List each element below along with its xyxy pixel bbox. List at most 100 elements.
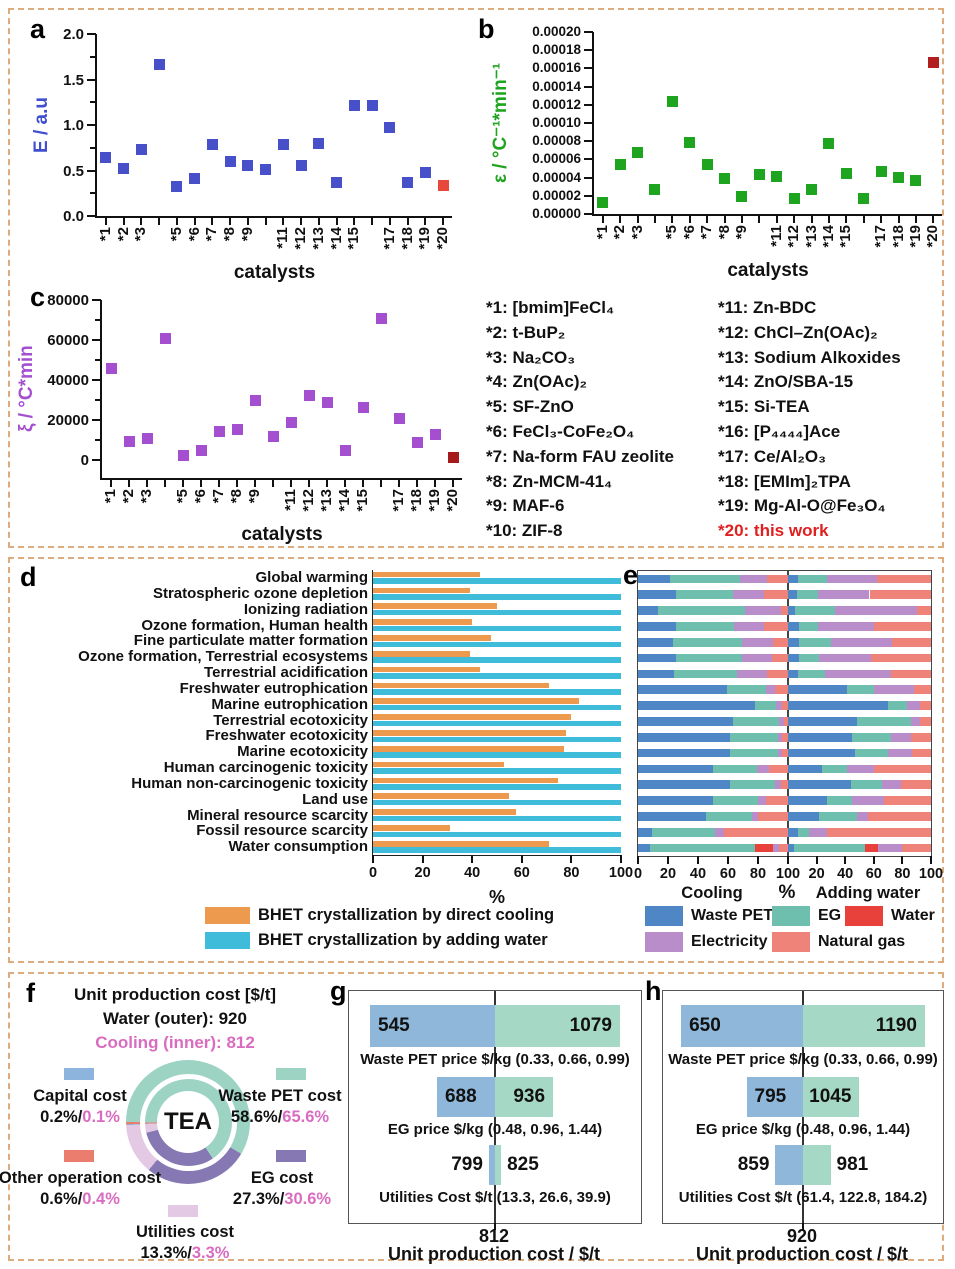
scatter-point bbox=[402, 176, 414, 188]
x-tick-label: 40 bbox=[837, 866, 854, 882]
x-tick bbox=[406, 216, 409, 225]
x-tick-label: *17 bbox=[380, 227, 398, 250]
x-tick-label: *1 bbox=[593, 225, 611, 240]
y-major-tick bbox=[92, 459, 101, 461]
legend-label: Waste PET bbox=[691, 907, 774, 924]
segment-natural-gas-adding-water bbox=[870, 653, 931, 663]
bar-adding-water bbox=[373, 704, 621, 711]
segment-eg-adding-water bbox=[799, 622, 819, 631]
bar-adding-water bbox=[373, 673, 621, 679]
x-tick bbox=[146, 478, 148, 487]
x-tick-label: *2 bbox=[120, 489, 137, 504]
segment-eg-adding-water bbox=[798, 827, 810, 837]
x-tick bbox=[787, 856, 789, 864]
x-tick bbox=[371, 216, 374, 225]
catalyst-entry: *18: [EMIm]₂TPA bbox=[718, 471, 851, 491]
scatter-point bbox=[429, 428, 441, 440]
high-value-label: 1190 bbox=[875, 1015, 917, 1036]
segment-electricity-cooling bbox=[744, 606, 781, 615]
category-label: Marine eutrophication bbox=[211, 695, 368, 713]
tornado-bar-high bbox=[495, 1005, 620, 1047]
segment-waste-pet-cooling bbox=[638, 827, 652, 837]
x-tick bbox=[723, 214, 726, 223]
category-label: Global warming bbox=[255, 569, 368, 586]
segment-eg-adding-water bbox=[819, 812, 857, 821]
segment-eg-adding-water bbox=[793, 843, 866, 853]
x-tick-label: 40 bbox=[689, 866, 707, 882]
scatter-point bbox=[348, 100, 360, 112]
scatter-point bbox=[393, 412, 405, 424]
segment-eg-adding-water bbox=[798, 574, 827, 584]
tea-cooling-cost: Cooling (inner): 812 bbox=[95, 1033, 255, 1052]
x-tick bbox=[619, 214, 622, 223]
scatter-point bbox=[339, 444, 351, 456]
segment-natural-gas-cooling bbox=[782, 748, 788, 758]
x-tick-label: *9 bbox=[246, 489, 263, 504]
x-tick-label: *12 bbox=[300, 489, 317, 512]
low-value-label: 859 bbox=[737, 1154, 770, 1175]
segment-natural-gas-adding-water bbox=[873, 622, 931, 631]
category-label: Human non-carcinogenic toxicity bbox=[131, 774, 368, 792]
x-tick-label: 0 bbox=[633, 866, 643, 882]
bar-adding-water bbox=[373, 736, 621, 743]
y-tick-label: 0.00008 bbox=[532, 133, 581, 149]
scatter-point-this-work bbox=[927, 56, 939, 68]
water-percent: 27.3%/ bbox=[232, 1190, 285, 1208]
segment-eg-adding-water bbox=[888, 701, 907, 710]
segment-waste-pet-adding-water bbox=[788, 685, 847, 695]
segment-natural-gas-cooling bbox=[780, 780, 788, 790]
segment-eg-adding-water bbox=[798, 669, 826, 679]
y-minor-tick bbox=[90, 146, 96, 149]
x-tick-label: *12 bbox=[785, 225, 803, 248]
y-tick-label: 0.0 bbox=[63, 208, 84, 225]
segment-natural-gas-adding-water bbox=[910, 732, 931, 742]
scatter-point bbox=[171, 181, 183, 193]
y-tick-label: 0.00004 bbox=[532, 169, 581, 185]
segment-eg-cooling bbox=[755, 701, 776, 710]
x-tick bbox=[290, 478, 292, 487]
bar-direct-cooling bbox=[373, 682, 550, 689]
x-axis-title: % bbox=[488, 887, 505, 907]
catalyst-entry: *14: ZnO/SBA-15 bbox=[718, 372, 854, 392]
segment-natural-gas-adding-water bbox=[919, 701, 931, 710]
scatter-point bbox=[242, 159, 254, 171]
segment-waste-pet-cooling bbox=[638, 685, 727, 695]
x-tick bbox=[636, 214, 639, 223]
y-major-tick bbox=[87, 78, 96, 81]
cooling-percent: 65.6% bbox=[282, 1108, 330, 1126]
scatter-point bbox=[153, 59, 165, 71]
x-tick bbox=[601, 214, 604, 223]
x-tick bbox=[193, 216, 196, 225]
segment-electricity-cooling bbox=[758, 796, 766, 805]
scatter-point bbox=[267, 430, 279, 442]
y-major-tick bbox=[584, 194, 593, 197]
segment-electricity-adding-water bbox=[818, 622, 874, 631]
legend-item: Natural gas bbox=[772, 932, 905, 952]
segment-natural-gas-cooling bbox=[765, 796, 788, 805]
bar-direct-cooling bbox=[373, 571, 480, 578]
scatter-point bbox=[357, 401, 369, 413]
segment-eg-adding-water bbox=[799, 653, 820, 663]
bar-adding-water bbox=[373, 689, 621, 695]
segment-natural-gas-cooling bbox=[764, 590, 788, 600]
x-tick-label: *20 bbox=[434, 227, 452, 250]
x-tick bbox=[930, 856, 932, 864]
waste-pet-cost-label: Waste PET cost 58.6%/65.6% bbox=[212, 1086, 348, 1128]
tornado-bar-high bbox=[803, 1077, 860, 1117]
segment-waste-pet-cooling bbox=[638, 637, 673, 647]
y-tick-label: 20000 bbox=[47, 412, 89, 429]
segment-eg-cooling bbox=[675, 653, 742, 663]
catalyst-entry: *12: ChCl–Zn(OAc)₂ bbox=[718, 322, 878, 342]
segment-eg-cooling bbox=[729, 732, 778, 742]
x-tick-label: 80 bbox=[563, 865, 580, 881]
x-tick-label: *14 bbox=[336, 489, 353, 512]
segment-natural-gas-adding-water bbox=[883, 796, 931, 805]
segment-natural-gas-cooling bbox=[782, 701, 788, 710]
legend-swatch bbox=[645, 932, 683, 952]
y-major-tick bbox=[584, 122, 593, 124]
y-major-tick bbox=[584, 31, 593, 33]
x-tick bbox=[308, 478, 310, 487]
y-minor-tick bbox=[95, 319, 101, 321]
high-value-label: 825 bbox=[507, 1154, 539, 1175]
scatter-point bbox=[771, 171, 783, 183]
